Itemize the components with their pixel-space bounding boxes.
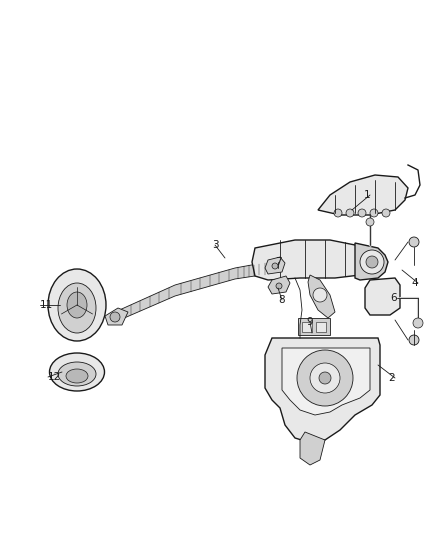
Text: 2: 2: [389, 373, 395, 383]
Text: 3: 3: [212, 240, 218, 250]
Text: 6: 6: [390, 293, 397, 303]
Circle shape: [297, 350, 353, 406]
Text: 7: 7: [275, 257, 281, 267]
Polygon shape: [302, 322, 312, 332]
Circle shape: [360, 250, 384, 274]
Circle shape: [319, 372, 331, 384]
Polygon shape: [268, 276, 290, 294]
Polygon shape: [365, 278, 400, 315]
Polygon shape: [308, 275, 335, 318]
Polygon shape: [252, 240, 368, 280]
Ellipse shape: [58, 283, 96, 333]
Ellipse shape: [67, 292, 87, 318]
Text: 9: 9: [307, 317, 313, 327]
Circle shape: [409, 335, 419, 345]
Text: 4: 4: [411, 278, 418, 288]
Circle shape: [313, 288, 327, 302]
Circle shape: [382, 209, 390, 217]
Circle shape: [366, 256, 378, 268]
Circle shape: [276, 283, 282, 289]
Polygon shape: [318, 175, 408, 215]
Polygon shape: [282, 348, 370, 415]
Text: 11: 11: [40, 300, 53, 310]
Circle shape: [413, 318, 423, 328]
Text: 1: 1: [364, 190, 370, 200]
Polygon shape: [115, 262, 268, 322]
Polygon shape: [355, 243, 388, 280]
Circle shape: [110, 312, 120, 322]
Polygon shape: [300, 432, 325, 465]
Circle shape: [272, 263, 278, 269]
Polygon shape: [105, 308, 128, 325]
Circle shape: [334, 209, 342, 217]
Ellipse shape: [49, 353, 105, 391]
Polygon shape: [265, 257, 285, 274]
Text: 12: 12: [48, 372, 61, 382]
Circle shape: [409, 237, 419, 247]
Polygon shape: [298, 318, 330, 335]
Circle shape: [346, 209, 354, 217]
Circle shape: [310, 363, 340, 393]
Polygon shape: [265, 338, 380, 442]
Circle shape: [358, 209, 366, 217]
Ellipse shape: [66, 369, 88, 383]
Polygon shape: [316, 322, 326, 332]
Ellipse shape: [58, 362, 96, 386]
Text: 8: 8: [279, 295, 285, 305]
Circle shape: [370, 209, 378, 217]
Ellipse shape: [48, 269, 106, 341]
Circle shape: [366, 218, 374, 226]
